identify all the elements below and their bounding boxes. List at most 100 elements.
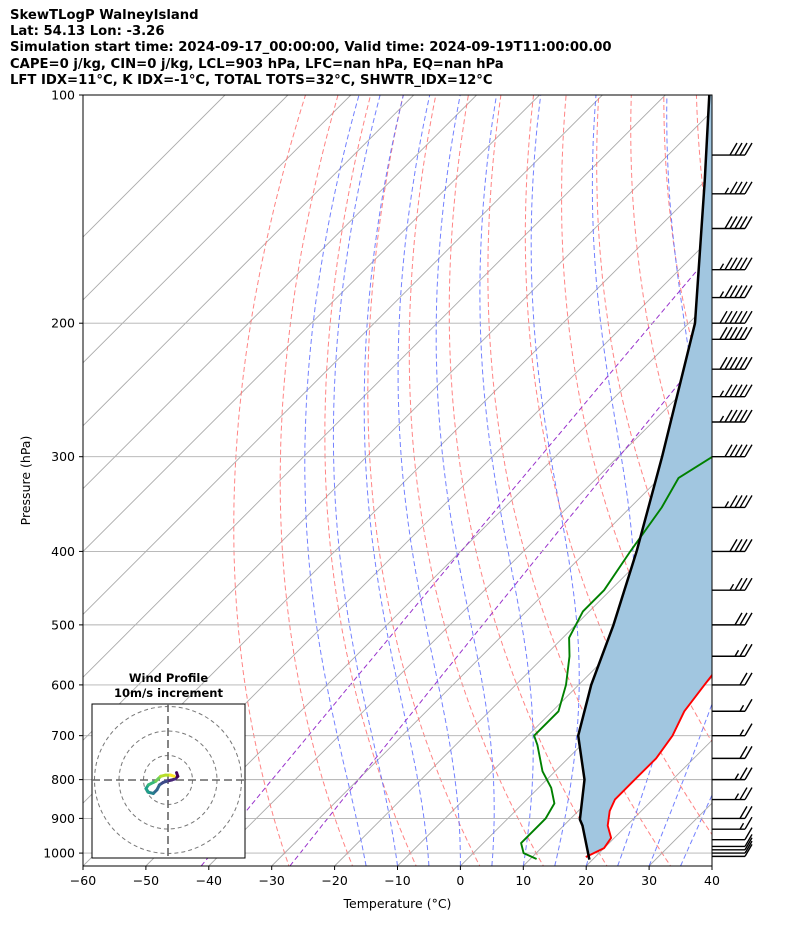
isotherm-line [83,95,477,490]
barb-flag [739,326,748,340]
barb-flag [739,787,748,800]
title-location: Lat: 54.13 Lon: -3.26 [10,24,165,40]
dry-adiabat-line [630,95,712,539]
x-tick-label: −20 [321,873,347,888]
barb-flag [739,142,748,156]
dry-adiabat-line [487,95,672,866]
barb-flag [729,257,738,271]
barb-flag [744,837,753,851]
barb-half-flag [734,793,740,800]
barb-flag [744,834,753,847]
isotherm-line [775,95,794,866]
isotherm-line [711,865,712,866]
barb-flag [724,216,733,229]
moist-adiabat-line [397,95,461,866]
barb-flag [734,257,743,271]
barb-half-flag [734,649,740,657]
wind-barb [712,746,753,760]
barb-flag [739,539,748,552]
barb-flag [724,285,733,298]
dry-adiabat-line [760,78,794,869]
wind-barb [712,539,753,553]
x-tick-label: −40 [196,873,222,888]
barb-flag [739,577,748,591]
barb-flag [744,787,753,800]
dry-adiabat-line [279,95,354,866]
axes: −60 −50 −40 −30 −20 −10 0 10 20 30 40 1000 900 800 700… [18,88,720,912]
barb-half-flag [719,291,725,298]
y-tick-label: 800 [51,772,75,787]
wind-barb [712,257,753,271]
dry-adiabat-line [561,95,712,743]
y-tick-label: 600 [51,677,75,692]
wind-barb [712,181,753,195]
x-axis-label: Temperature (°C) [343,896,452,911]
barb-flag [739,384,748,398]
barb-flag [729,384,738,398]
barb-flag [744,840,753,854]
barb-flag [744,746,753,759]
y-tick-label: 100 [51,88,75,103]
title-block: SkewTLogP WalneyIsland Lat: 54.13 Lon: -… [10,8,790,89]
barb-half-flag [719,263,725,271]
barb-flag [744,216,753,229]
barb-flag [724,384,733,398]
isotherm-line [83,95,289,301]
mixing-ratio-line [200,252,712,866]
shaded-area [578,95,712,860]
barb-flag [744,723,753,737]
wind-barb [712,840,753,854]
barb-flag [744,816,753,830]
barb-flag [734,409,743,423]
title-indices: LFT IDX=11°C, K IDX=-1°C, TOTAL TOTS=32°… [10,72,493,88]
wind-barb [712,816,753,830]
y-tick-label: 400 [51,544,75,559]
barb-flag [729,409,738,423]
wind-barb [712,612,753,626]
isotherm-line [334,487,712,866]
wind-barb [712,142,753,156]
barb-flag [729,181,738,195]
parcel-line [576,95,711,860]
barb-flag [734,310,743,324]
barb-flag [744,844,753,857]
wind-barb [712,216,753,230]
x-tick-label: −10 [384,873,410,888]
barb-flag [729,326,738,340]
wind-barb [712,767,753,781]
isotherm-line [83,110,712,741]
inset-plot [92,704,245,858]
barb-half-flag [724,501,730,508]
barb-flag [729,310,738,324]
barb-flag [744,767,753,780]
barb-flag [739,310,748,324]
barb-flag [724,257,733,271]
barb-half-flag [729,583,735,591]
barb-flag [729,444,738,458]
barb-flag [744,142,753,156]
y-tick-label: 500 [51,617,75,632]
barb-flag [734,216,743,229]
dry-adiabat-line [728,78,794,869]
wind-barb [712,672,753,686]
barb-flag [739,612,748,626]
barb-flag [739,672,748,686]
barb-half-flag [739,704,745,712]
dry-adiabat-line [408,95,544,866]
wind-barb [712,844,753,858]
barb-flag [734,539,743,552]
y-tick-label: 1000 [43,846,75,861]
moist-adiabat-line [363,95,430,866]
moist-adiabat-line [680,793,712,866]
barb-flag [744,495,753,508]
wind-barb [712,837,753,851]
isotherm-line [83,95,603,616]
title-cape: CAPE=0 j/kg, CIN=0 j/kg, LCL=903 hPa, LF… [10,56,504,72]
barb-flag [744,181,753,195]
barb-flag [739,356,748,370]
wind-barb [712,310,753,324]
x-tick-label: 0 [456,873,464,888]
dry-adiabat-line [448,95,608,866]
barb-flag [734,356,743,370]
barb-flag [729,142,738,156]
